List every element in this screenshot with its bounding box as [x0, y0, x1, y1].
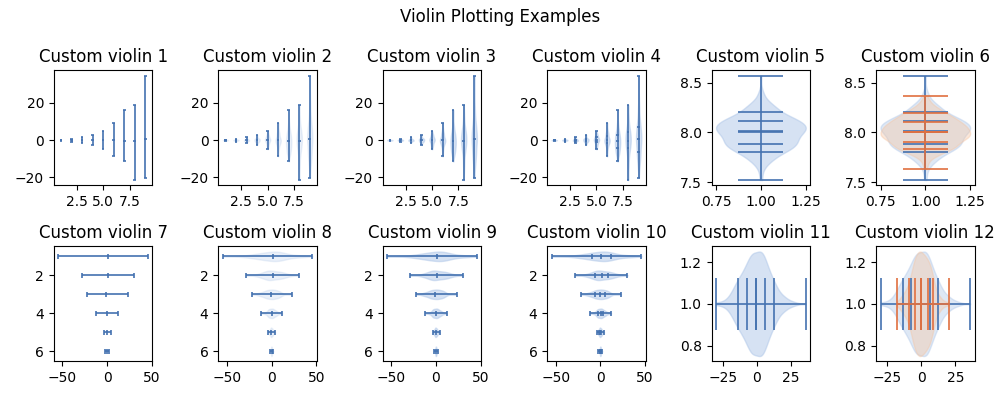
Title: Custom violin 4: Custom violin 4 [532, 48, 661, 66]
Title: Custom violin 7: Custom violin 7 [39, 224, 168, 242]
Title: Custom violin 8: Custom violin 8 [203, 224, 332, 242]
Title: Custom violin 3: Custom violin 3 [367, 48, 497, 66]
Title: Custom violin 11: Custom violin 11 [691, 224, 831, 242]
Title: Custom violin 5: Custom violin 5 [696, 48, 825, 66]
Text: Violin Plotting Examples: Violin Plotting Examples [400, 8, 600, 26]
Title: Custom violin 12: Custom violin 12 [855, 224, 995, 242]
Title: Custom violin 2: Custom violin 2 [203, 48, 332, 66]
Title: Custom violin 10: Custom violin 10 [527, 224, 666, 242]
Title: Custom violin 6: Custom violin 6 [861, 48, 990, 66]
Title: Custom violin 9: Custom violin 9 [368, 224, 497, 242]
Title: Custom violin 1: Custom violin 1 [39, 48, 168, 66]
